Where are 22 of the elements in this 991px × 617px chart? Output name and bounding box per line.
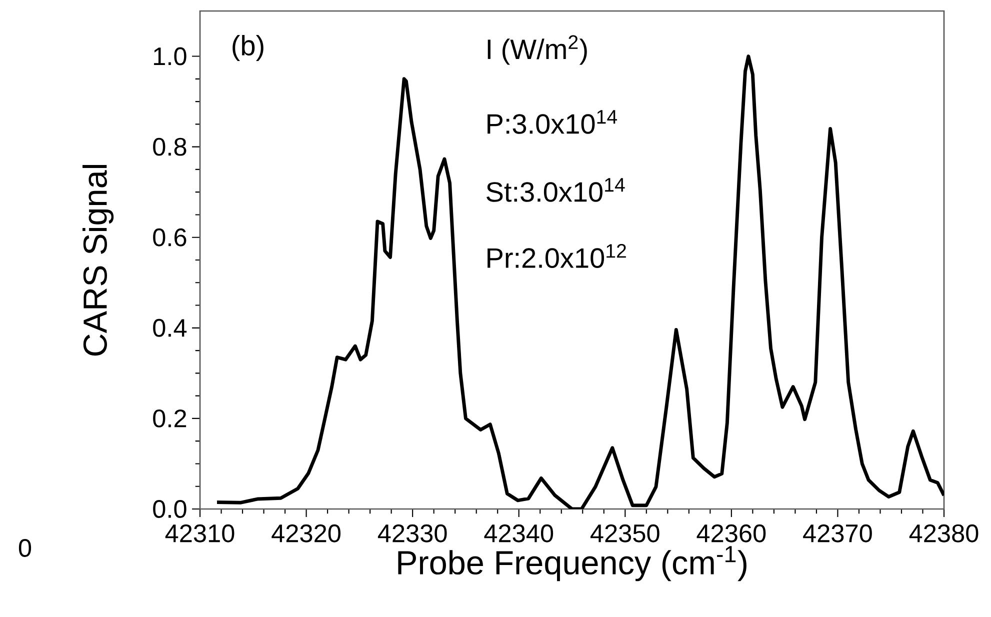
x-tick-label: 42330 (378, 524, 447, 542)
y-tick-label: 0.4 (153, 318, 187, 337)
annotation: Pr:2.0x10$^{12}$ (488, 244, 626, 268)
x-tick-label: 42320 (272, 524, 340, 542)
y-tick-label: 0.6 (153, 228, 186, 246)
x-tick-label: 42370 (803, 524, 872, 542)
annotation: P:3.0x10$^{14}$ (488, 110, 618, 134)
annotation: (b) (232, 34, 264, 62)
x-tick-label: 42310 (165, 524, 234, 542)
x-axis-title: Probe Frequency (cm$^{-1}$) (398, 546, 746, 582)
x-tick-label: 42350 (590, 524, 660, 542)
y-tick-label: 0.2 (153, 409, 186, 428)
y-tick-label: 1.0 (154, 47, 186, 66)
x-tick-label: 42360 (696, 524, 766, 542)
annotation: St:3.0x10$^{14}$ (486, 178, 625, 202)
x-tick-label: 42340 (484, 524, 554, 542)
x-tick-label: 42380 (909, 524, 978, 542)
annotation: I (W/m$^{2}$) (488, 35, 587, 65)
y-tick-label: 0.0 (153, 500, 186, 518)
y-axis-title: CARS Signal (82, 165, 114, 356)
y-tick-label: 0.8 (153, 138, 186, 156)
text: 0 (18, 539, 32, 557)
